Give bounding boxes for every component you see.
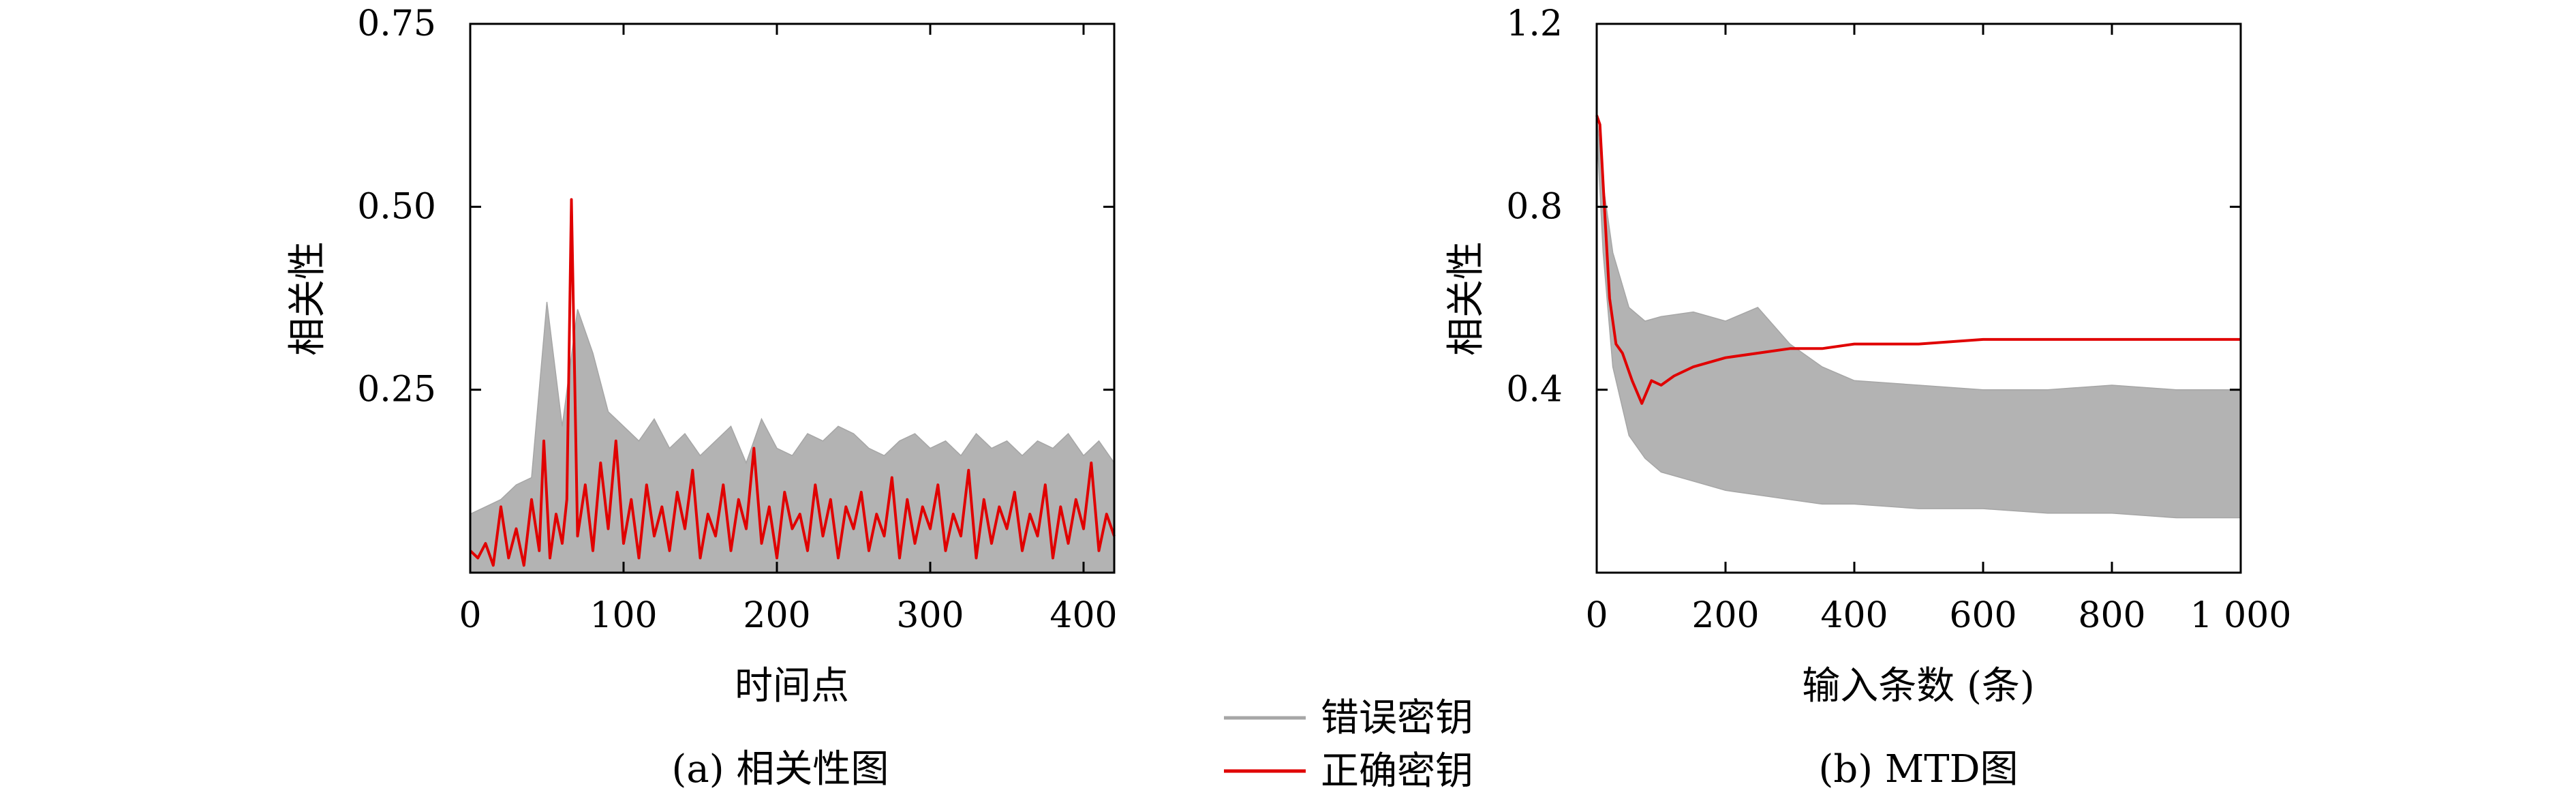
x-tick-label: 200: [1691, 595, 1759, 636]
x-tick-label: 400: [1820, 595, 1888, 636]
x-tick-label: 300: [896, 595, 964, 636]
panel-a-caption: (a) 相关性图: [672, 747, 889, 792]
x-tick-label: 0: [459, 595, 481, 636]
series-line-correct-key: [1595, 115, 2241, 405]
panel-mtd: 0 200 400 600 800 1 000 0.4 0.8 1.2 相关性 输入条数 (条)…: [1444, 3, 2291, 792]
legend-label-wrong-key: 错误密钥: [1321, 696, 1473, 740]
panel-correlation: 0 100 200 300 400 0.25 0.50 0.75 相关性 时间点 (a) 相关…: [286, 3, 1118, 792]
y-tick-label: 0.75: [357, 3, 436, 44]
legend-label-correct-key: 正确密钥: [1321, 749, 1473, 794]
x-tick-label: 0: [1585, 595, 1608, 636]
series-line-correct-key: [469, 198, 1116, 567]
panel-b-y-axis-title: 相关性: [1444, 241, 1488, 356]
panel-a-y-axis-title: 相关性: [286, 241, 330, 356]
x-tick-label: 1 000: [2190, 595, 2292, 636]
x-tick-label: 100: [589, 595, 657, 636]
panel-b-series: [1595, 115, 2241, 519]
x-tick-label: 800: [2078, 595, 2145, 636]
y-tick-label: 0.8: [1506, 186, 1563, 227]
panel-b-ticks: 0 200 400 600 800 1 000 0.4 0.8 1.2: [1506, 3, 2291, 636]
x-tick-label: 600: [1949, 595, 2017, 636]
panel-a-x-axis-title: 时间点: [735, 664, 849, 708]
panel-b-x-axis-title: 输入条数 (条): [1802, 664, 2035, 708]
y-tick-label: 1.2: [1506, 3, 1563, 44]
y-tick-label: 0.25: [357, 370, 436, 410]
legend: 错误密钥 正确密钥: [1224, 696, 1473, 794]
x-tick-label: 400: [1049, 595, 1117, 636]
panel-b-caption: (b) MTD图: [1819, 747, 2019, 792]
y-tick-label: 0.50: [357, 186, 436, 227]
panel-a-plot-frame: [469, 22, 1116, 574]
panel-b-plot-frame: [1595, 22, 2242, 574]
series-band-wrong-key: [1596, 115, 2241, 519]
panel-a-series: [469, 198, 1116, 573]
x-tick-label: 200: [743, 595, 810, 636]
y-tick-label: 0.4: [1506, 370, 1563, 410]
panel-a-ticks: 0 100 200 300 400 0.25 0.50 0.75: [357, 3, 1117, 636]
